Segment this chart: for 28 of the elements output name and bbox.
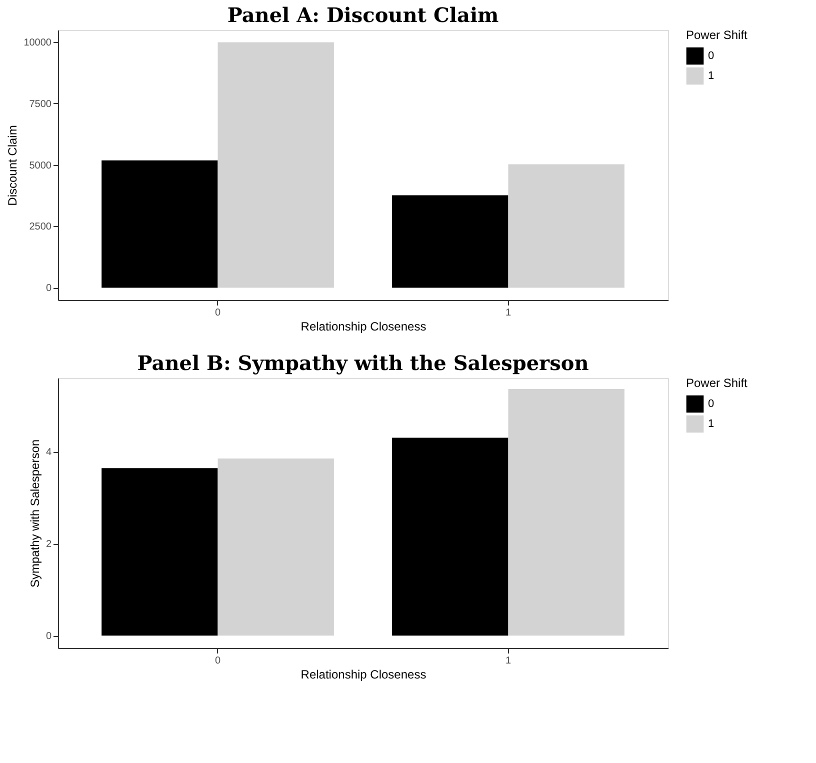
bar bbox=[218, 42, 334, 288]
y-tick-label: 10000 bbox=[24, 37, 52, 48]
x-axis-title: Relationship Closeness bbox=[300, 320, 426, 334]
y-tick-label: 2 bbox=[46, 539, 52, 550]
chart-title: Panel B: Sympathy with the Salesperson bbox=[137, 351, 590, 375]
y-tick-label: 2500 bbox=[29, 222, 52, 233]
y-tick-label: 0 bbox=[46, 631, 52, 642]
legend-title: Power Shift bbox=[686, 376, 748, 390]
bar bbox=[392, 195, 508, 288]
bar bbox=[508, 164, 624, 288]
legend-label: 0 bbox=[708, 398, 714, 410]
y-tick-label: 0 bbox=[46, 283, 52, 294]
y-axis-title: Discount Claim bbox=[6, 125, 20, 206]
y-axis-title: Sympathy with Salesperson bbox=[28, 439, 42, 588]
legend-title: Power Shift bbox=[686, 28, 748, 42]
bar bbox=[218, 458, 334, 636]
bar bbox=[392, 438, 508, 636]
legend-label: 1 bbox=[708, 418, 714, 430]
y-tick-label: 5000 bbox=[29, 160, 52, 172]
chart-title: Panel A: Discount Claim bbox=[227, 3, 499, 27]
legend-label: 1 bbox=[708, 70, 714, 82]
y-tick-label: 7500 bbox=[29, 98, 52, 110]
bar bbox=[102, 160, 218, 288]
bar bbox=[508, 389, 624, 636]
bar bbox=[102, 468, 218, 636]
legend-label: 0 bbox=[708, 50, 714, 62]
y-tick-label: 4 bbox=[46, 447, 52, 458]
x-axis-title: Relationship Closeness bbox=[300, 668, 426, 682]
